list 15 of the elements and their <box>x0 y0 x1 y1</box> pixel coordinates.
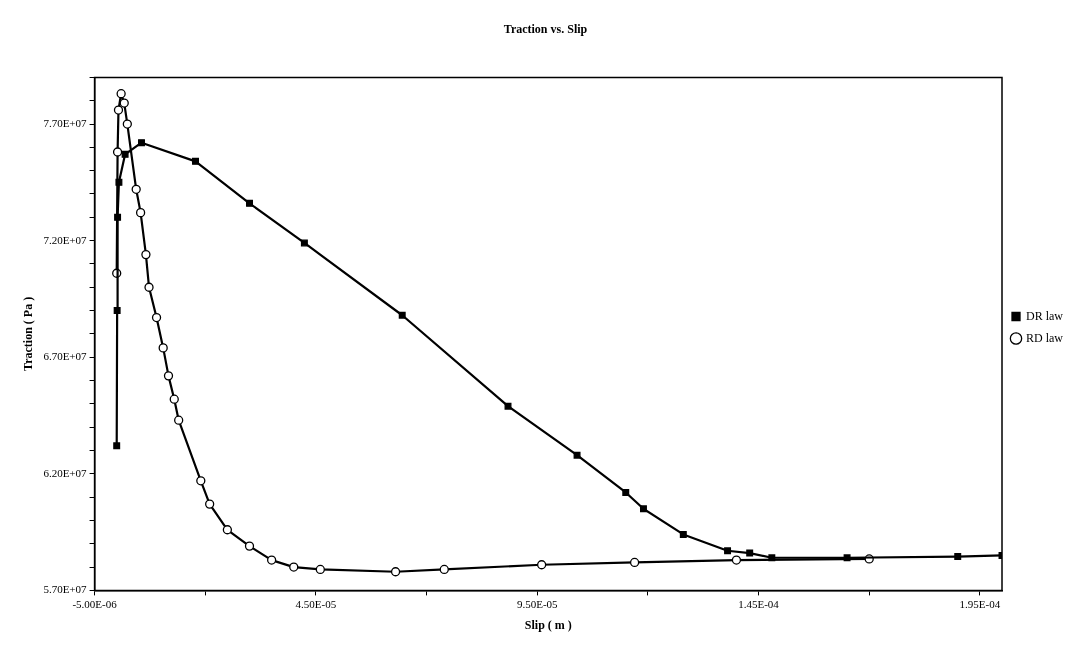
y-axis-title: Traction ( Pa ) <box>21 296 36 371</box>
legend-label: DR law <box>1026 308 1064 323</box>
x-tick-label: 9.50E-05 <box>516 597 559 610</box>
y-tick-label: 6.70E+07 <box>43 350 88 363</box>
chart-title: Traction vs. Slip <box>503 22 588 37</box>
y-tick-label: 6.20E+07 <box>43 466 88 479</box>
x-tick-label: 1.95E-04 <box>959 597 1001 610</box>
legend-label: RD law <box>1026 330 1064 345</box>
y-tick-label: 7.70E+07 <box>43 116 88 129</box>
x-tick-label: 4.50E-05 <box>295 597 337 610</box>
x-tick-label: -5.00E-06 <box>72 597 118 610</box>
x-axis-title: Slip ( m ) <box>524 617 572 632</box>
x-tick-label: 1.45E-04 <box>738 597 780 610</box>
y-tick-label: 5.70E+07 <box>43 583 88 596</box>
y-tick-label: 7.20E+07 <box>43 233 88 246</box>
